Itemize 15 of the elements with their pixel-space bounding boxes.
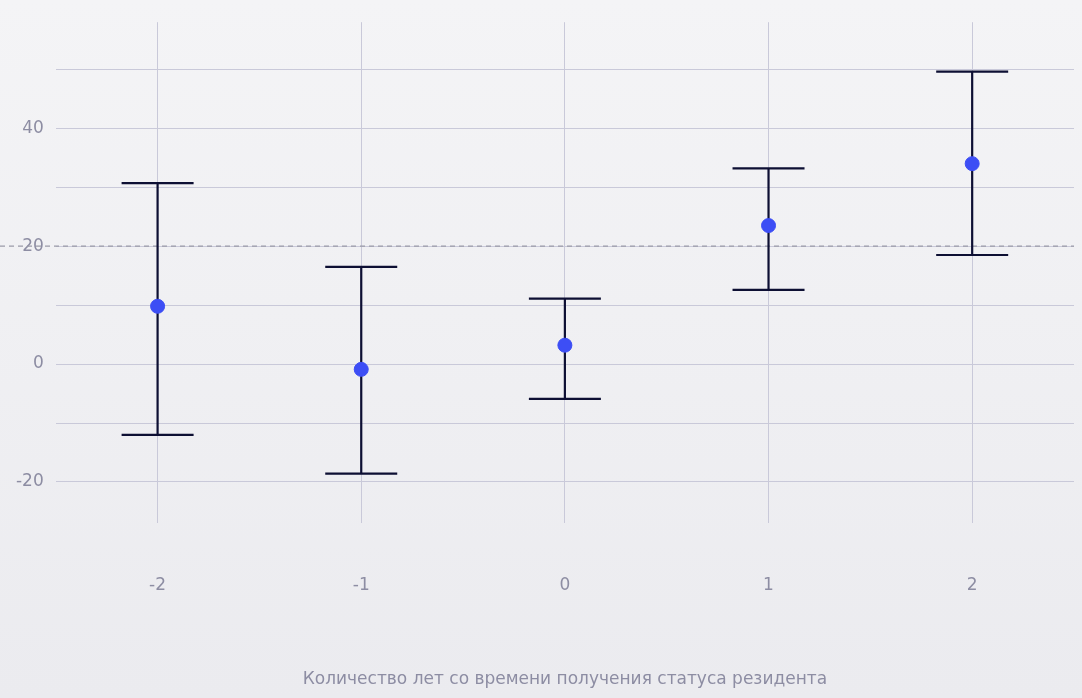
point <box>761 218 777 234</box>
x-tick-label: 0 <box>559 573 571 594</box>
y-tick-label: 40 <box>22 116 44 137</box>
x-axis-title: Количество лет со времени получения статуса резидента <box>302 668 828 689</box>
x-tick-label: -1 <box>352 573 370 594</box>
point <box>964 156 980 172</box>
y-tick-label: -20 <box>15 470 44 491</box>
x-tick-label: 2 <box>966 573 978 594</box>
x-tick-label: 1 <box>763 573 774 594</box>
y-tick-label: 0 <box>32 352 44 373</box>
y-tick-label: 20 <box>22 234 44 255</box>
point <box>353 361 369 377</box>
point <box>557 337 573 353</box>
point <box>150 298 166 314</box>
x-tick-label: -2 <box>149 573 167 594</box>
